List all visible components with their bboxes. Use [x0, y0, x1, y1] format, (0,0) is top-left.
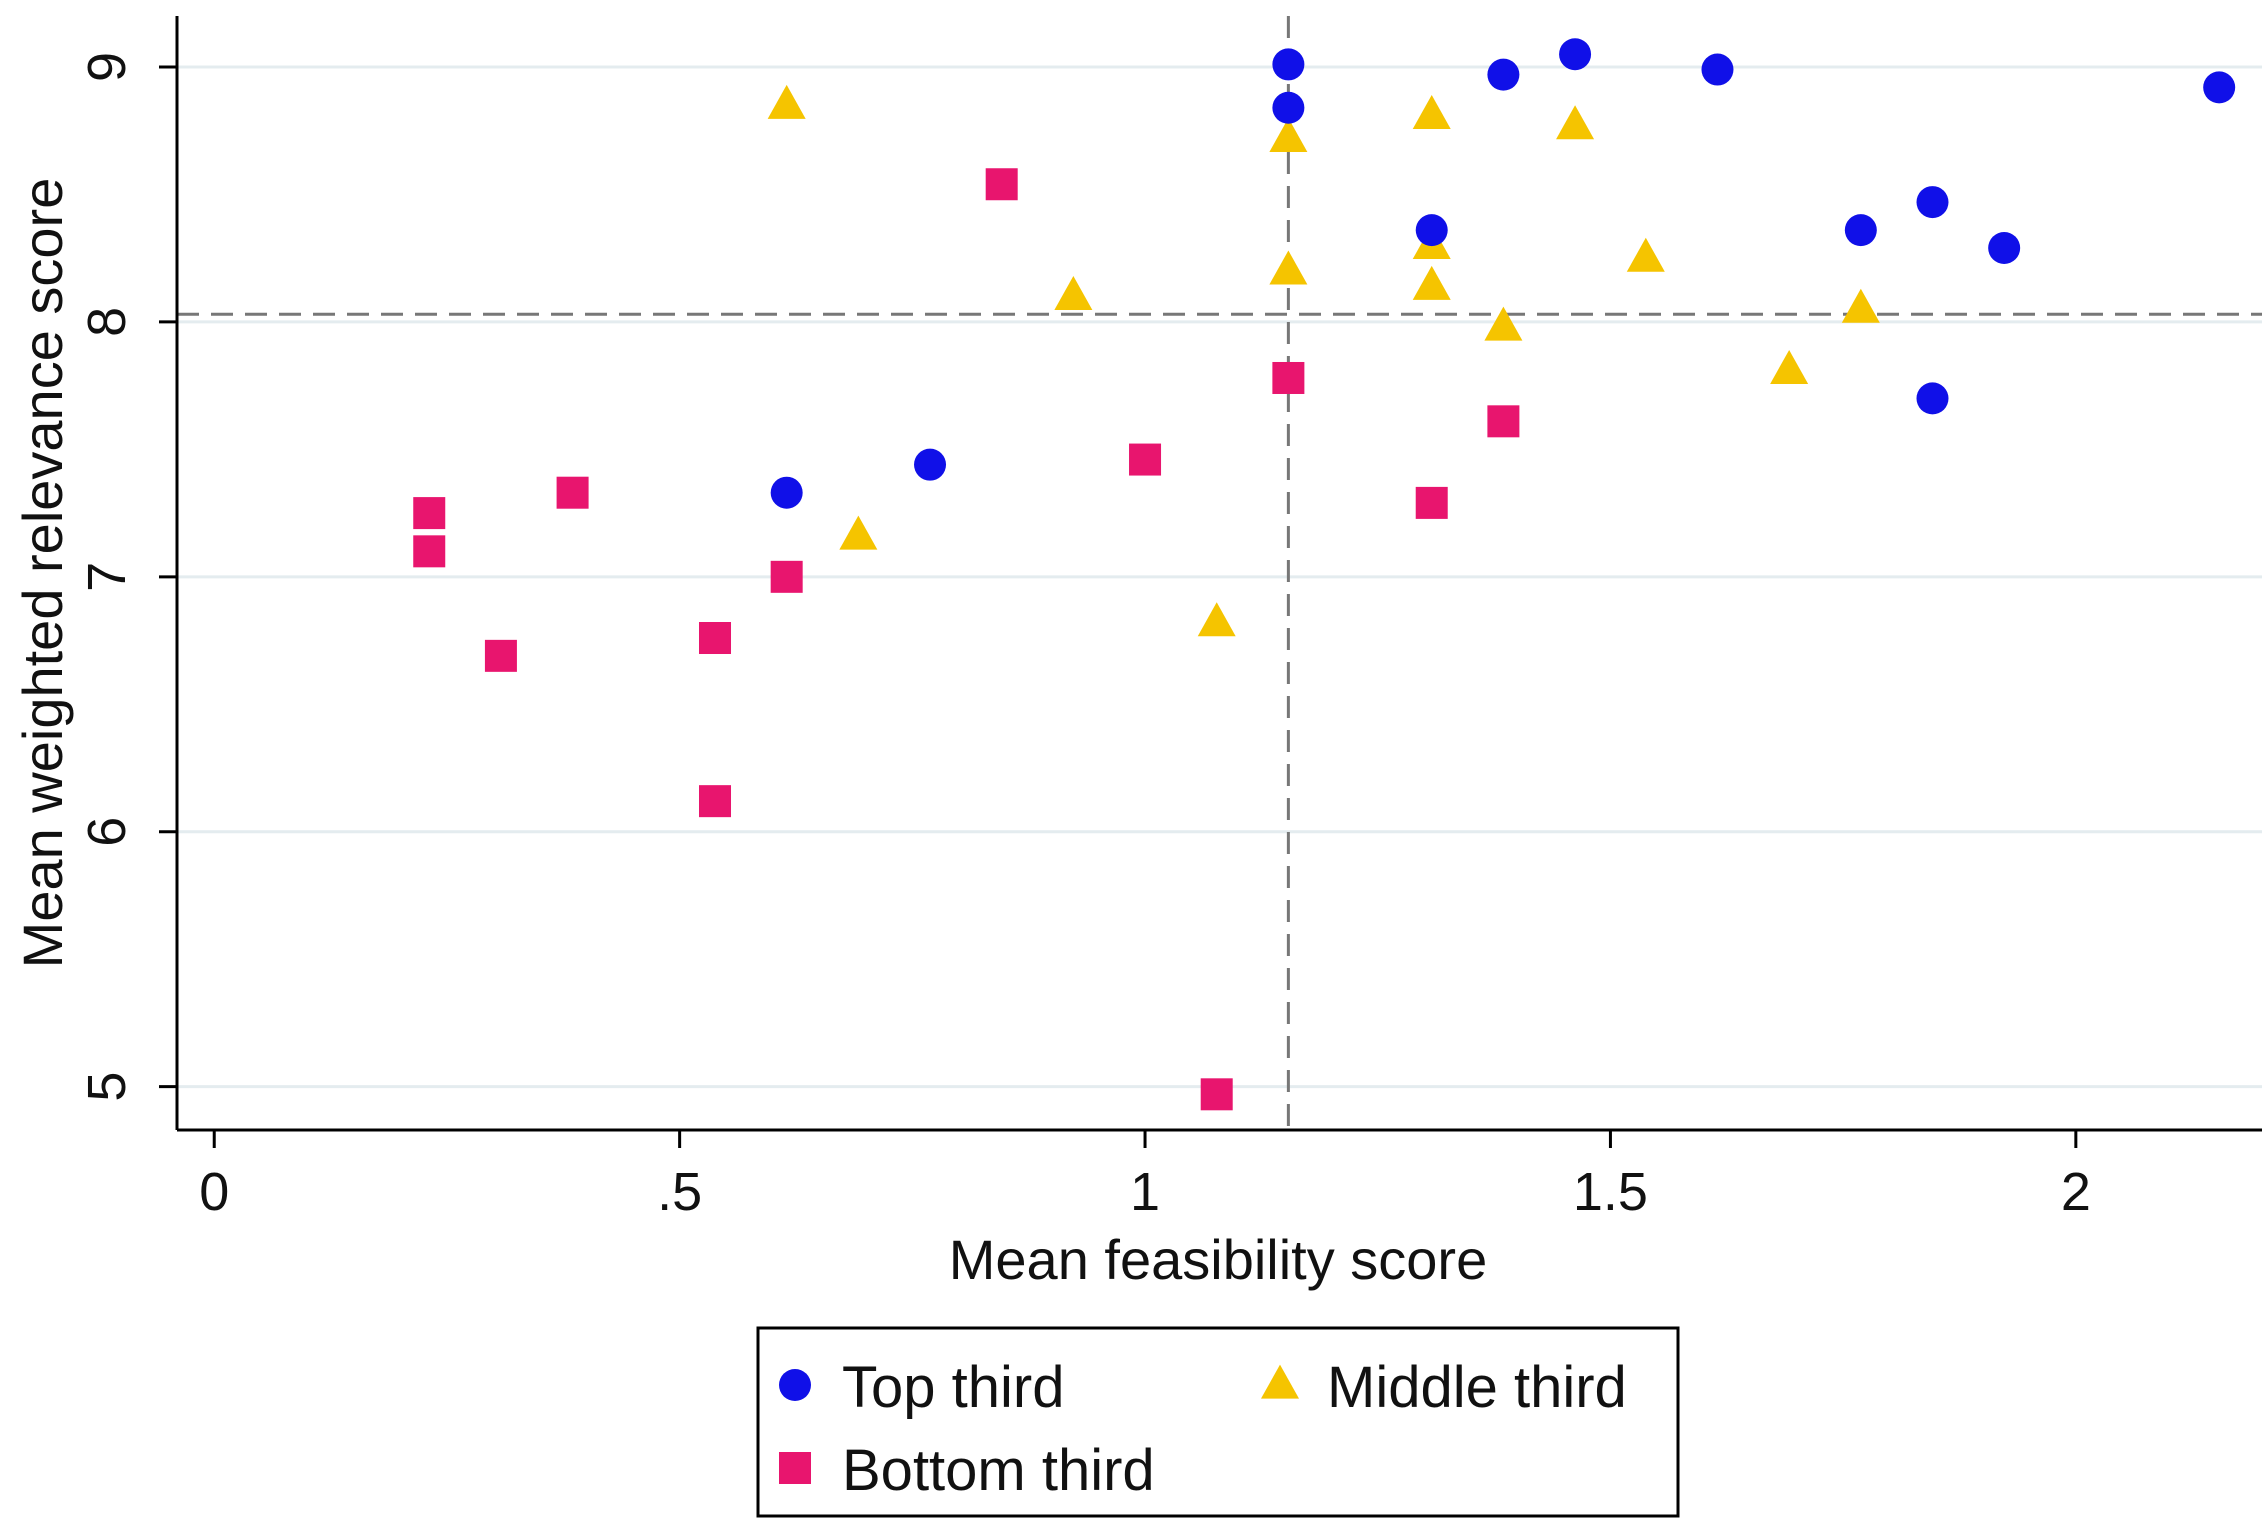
axes: [159, 16, 2262, 1148]
point-middle-third: [1412, 265, 1451, 300]
point-top-third: [1916, 382, 1949, 415]
point-bottom-third: [699, 622, 732, 655]
point-top-third: [770, 476, 803, 509]
point-middle-third: [1484, 306, 1523, 341]
legend: Top third Middle third Bottom third: [756, 1326, 1680, 1518]
point-bottom-third: [1272, 361, 1305, 394]
x-tick-label: 0: [199, 1162, 229, 1222]
y-tick-label: 7: [77, 562, 137, 592]
point-bottom-third: [484, 639, 517, 672]
legend-label-top-third: Top third: [842, 1355, 1064, 1420]
point-bottom-third: [1487, 405, 1520, 438]
point-top-third: [1272, 91, 1305, 124]
point-top-third: [1487, 58, 1520, 91]
point-top-third: [2203, 71, 2236, 104]
point-bottom-third: [413, 535, 446, 568]
legend-marker-top-third: [779, 1369, 811, 1401]
point-middle-third: [839, 515, 878, 550]
data-points: [413, 38, 2236, 1111]
point-middle-third: [1841, 288, 1880, 323]
point-middle-third: [1770, 349, 1809, 384]
tick-labels: 0 .5 1 1.5 2 5 6 7 8 9: [77, 52, 2091, 1222]
y-tick-label: 5: [77, 1072, 137, 1102]
point-bottom-third: [1200, 1078, 1233, 1111]
point-bottom-third: [1129, 443, 1162, 476]
legend-markers: [779, 1364, 1299, 1484]
point-middle-third: [1054, 276, 1093, 311]
point-middle-third: [1412, 95, 1451, 130]
reference-lines: [177, 16, 2262, 1130]
point-middle-third: [1556, 105, 1595, 140]
x-tick-label: 1.5: [1573, 1162, 1648, 1222]
legend-marker-middle-third: [1261, 1364, 1299, 1399]
y-tick-label: 9: [77, 52, 137, 82]
point-top-third: [1916, 186, 1949, 219]
legend-label-middle-third: Middle third: [1327, 1355, 1627, 1420]
point-bottom-third: [1415, 486, 1448, 519]
point-top-third: [1559, 38, 1592, 71]
point-top-third: [1415, 214, 1448, 247]
x-tick-label: 2: [2061, 1162, 2091, 1222]
point-top-third: [1272, 48, 1305, 81]
y-axis-title: Mean weighted relevance score: [11, 178, 74, 969]
y-tick-label: 6: [77, 817, 137, 847]
x-axis-title: Mean feasibility score: [949, 1228, 1487, 1291]
point-top-third: [914, 448, 947, 481]
gridlines: [177, 65, 2262, 1089]
point-top-third: [1701, 53, 1734, 86]
x-tick-label: 1: [1130, 1162, 1160, 1222]
point-top-third: [1988, 231, 2021, 264]
y-tick-label: 8: [77, 307, 137, 337]
x-tick-label: .5: [657, 1162, 702, 1222]
point-middle-third: [1626, 237, 1665, 272]
point-bottom-third: [699, 785, 732, 818]
point-bottom-third: [556, 476, 589, 509]
point-bottom-third: [413, 497, 446, 530]
point-top-third: [1844, 214, 1877, 247]
plot-area: [177, 16, 2262, 1130]
legend-marker-bottom-third: [779, 1452, 811, 1484]
point-middle-third: [1197, 602, 1236, 637]
legend-box: [756, 1326, 1680, 1518]
point-middle-third: [767, 84, 806, 119]
point-middle-third: [1269, 250, 1308, 285]
point-bottom-third: [985, 168, 1018, 201]
point-bottom-third: [770, 560, 803, 593]
point-middle-third: [1269, 117, 1308, 152]
legend-label-bottom-third: Bottom third: [842, 1438, 1155, 1503]
